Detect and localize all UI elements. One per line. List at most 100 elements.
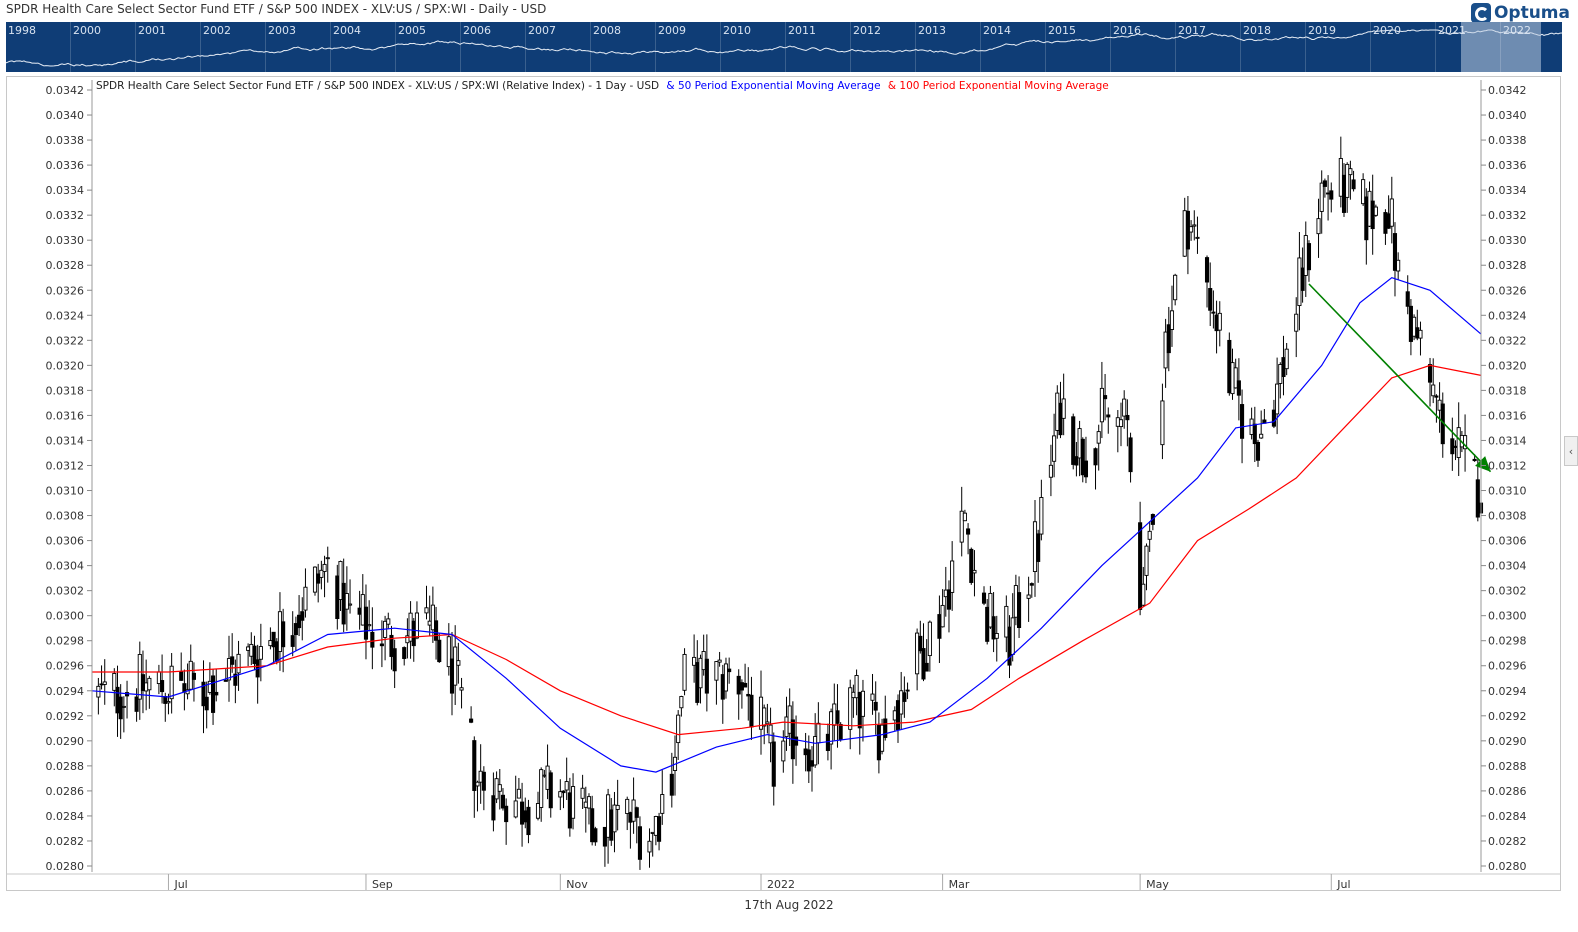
candle xyxy=(950,541,955,611)
overview-year-label: 2015 xyxy=(1048,24,1076,37)
candle xyxy=(1259,410,1264,439)
overview-year-label: 2002 xyxy=(203,24,231,37)
candle xyxy=(899,671,904,730)
y-tick-label-right: 0.0288 xyxy=(1488,760,1527,773)
chart-frame xyxy=(6,76,1561,891)
candle xyxy=(236,640,241,691)
candle xyxy=(1297,231,1302,331)
candle xyxy=(297,595,302,637)
candle xyxy=(191,662,196,702)
candle xyxy=(500,788,506,811)
candle xyxy=(937,595,942,663)
candle xyxy=(118,684,123,739)
y-tick-label-right: 0.0340 xyxy=(1488,109,1527,122)
y-tick-label-left: 0.0312 xyxy=(46,459,85,472)
candle xyxy=(1386,195,1391,229)
candle xyxy=(714,660,719,705)
y-tick-label-right: 0.0310 xyxy=(1488,485,1527,498)
candle xyxy=(424,585,429,620)
candle xyxy=(1367,181,1372,228)
current-date-label: 17th Aug 2022 xyxy=(744,898,834,912)
candle xyxy=(593,826,598,846)
candle xyxy=(1144,543,1149,591)
candle xyxy=(134,688,139,722)
y-tick-label-left: 0.0280 xyxy=(46,860,85,873)
candle xyxy=(743,663,748,688)
overview-year-divider xyxy=(135,22,136,72)
trend-line[interactable] xyxy=(1308,283,1492,473)
overview-year-divider xyxy=(1110,22,1111,72)
y-tick-label-left: 0.0328 xyxy=(46,259,85,272)
y-tick-label-left: 0.0330 xyxy=(46,234,85,247)
side-panel-toggle[interactable]: ‹ xyxy=(1564,436,1578,466)
candle xyxy=(1364,188,1369,265)
y-tick-label-left: 0.0294 xyxy=(46,685,85,698)
candle xyxy=(539,767,544,822)
overview-year-divider xyxy=(200,22,201,72)
candle xyxy=(972,550,977,597)
candle xyxy=(1173,273,1178,306)
candle xyxy=(746,667,751,721)
candle xyxy=(121,696,126,733)
y-tick-label-right: 0.0342 xyxy=(1488,84,1527,97)
candle xyxy=(347,579,353,614)
candle xyxy=(1017,576,1022,638)
candle xyxy=(112,668,117,707)
candle xyxy=(1396,252,1401,280)
trend-arrow-head xyxy=(1475,456,1491,472)
candle xyxy=(749,676,754,740)
candle xyxy=(567,777,572,837)
candle xyxy=(564,757,569,800)
candle xyxy=(1348,160,1353,200)
overview-year-divider xyxy=(460,22,461,72)
x-tick-label: Jul xyxy=(173,878,187,891)
candle xyxy=(1373,204,1378,217)
candle xyxy=(809,746,815,792)
overview-selection-window[interactable] xyxy=(1461,22,1541,72)
legend-main: SPDR Health Care Select Sector Fund ETF … xyxy=(96,80,659,92)
candle xyxy=(185,663,190,700)
y-tick-label-left: 0.0300 xyxy=(46,610,85,623)
candle xyxy=(590,795,595,846)
y-tick-label-right: 0.0296 xyxy=(1488,660,1527,673)
candle xyxy=(816,702,821,765)
candle xyxy=(1427,357,1433,407)
overview-navigator[interactable]: 1998 2000 2001 2002 2003 2004 2005 2006 2007 2008… xyxy=(6,22,1562,72)
legend-ema100: & 100 Period Exponential Moving Average xyxy=(888,80,1109,92)
candle xyxy=(969,547,974,585)
candle xyxy=(1052,413,1057,478)
candle xyxy=(446,623,451,676)
candle xyxy=(211,669,216,725)
candle xyxy=(1361,173,1366,206)
candle xyxy=(137,641,142,720)
x-tick-label: Mar xyxy=(949,878,970,891)
candle xyxy=(1284,343,1289,376)
candle xyxy=(1013,574,1018,626)
overview-year-divider xyxy=(1305,22,1306,72)
candle xyxy=(102,659,107,705)
candle xyxy=(303,568,308,618)
candle xyxy=(771,732,776,806)
candle xyxy=(669,752,674,808)
candle xyxy=(411,618,416,662)
candle xyxy=(1233,358,1238,389)
candle xyxy=(1214,300,1219,354)
candle xyxy=(548,770,553,818)
y-tick-label-right: 0.0320 xyxy=(1488,359,1527,372)
candle xyxy=(1281,335,1286,396)
candle xyxy=(921,623,926,682)
candle xyxy=(156,664,161,695)
candle xyxy=(1217,301,1222,347)
candle xyxy=(994,615,999,662)
candle xyxy=(717,651,722,667)
y-tick-label-left: 0.0310 xyxy=(46,485,85,498)
y-tick-label-left: 0.0332 xyxy=(46,209,85,222)
candle xyxy=(1316,198,1321,258)
candle xyxy=(1230,348,1235,400)
candle xyxy=(628,811,633,849)
candle xyxy=(520,782,525,847)
candle xyxy=(427,595,432,637)
candle xyxy=(1262,409,1267,424)
candle xyxy=(124,680,130,719)
